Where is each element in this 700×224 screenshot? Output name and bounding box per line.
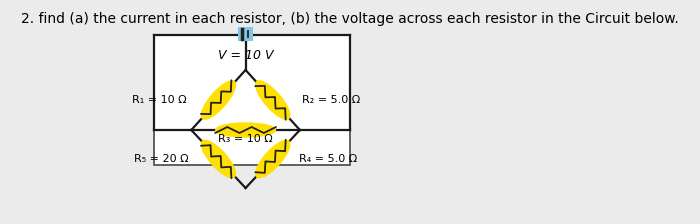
Text: 2. find (a) the current in each resistor, (b) the voltage across each resistor i: 2. find (a) the current in each resistor… xyxy=(21,12,679,26)
Ellipse shape xyxy=(256,81,290,119)
Text: R₂ = 5.0 Ω: R₂ = 5.0 Ω xyxy=(302,95,360,105)
Text: R₃ = 10 Ω: R₃ = 10 Ω xyxy=(218,134,273,144)
Ellipse shape xyxy=(216,123,275,137)
Text: R₅ = 20 Ω: R₅ = 20 Ω xyxy=(134,154,188,164)
Text: V = 10 V: V = 10 V xyxy=(218,49,273,62)
Ellipse shape xyxy=(256,140,290,178)
Text: R₁ = 10 Ω: R₁ = 10 Ω xyxy=(132,95,187,105)
FancyBboxPatch shape xyxy=(238,27,253,41)
Ellipse shape xyxy=(202,81,235,119)
Ellipse shape xyxy=(202,140,235,178)
FancyBboxPatch shape xyxy=(154,35,350,165)
Text: R₄ = 5.0 Ω: R₄ = 5.0 Ω xyxy=(300,154,358,164)
